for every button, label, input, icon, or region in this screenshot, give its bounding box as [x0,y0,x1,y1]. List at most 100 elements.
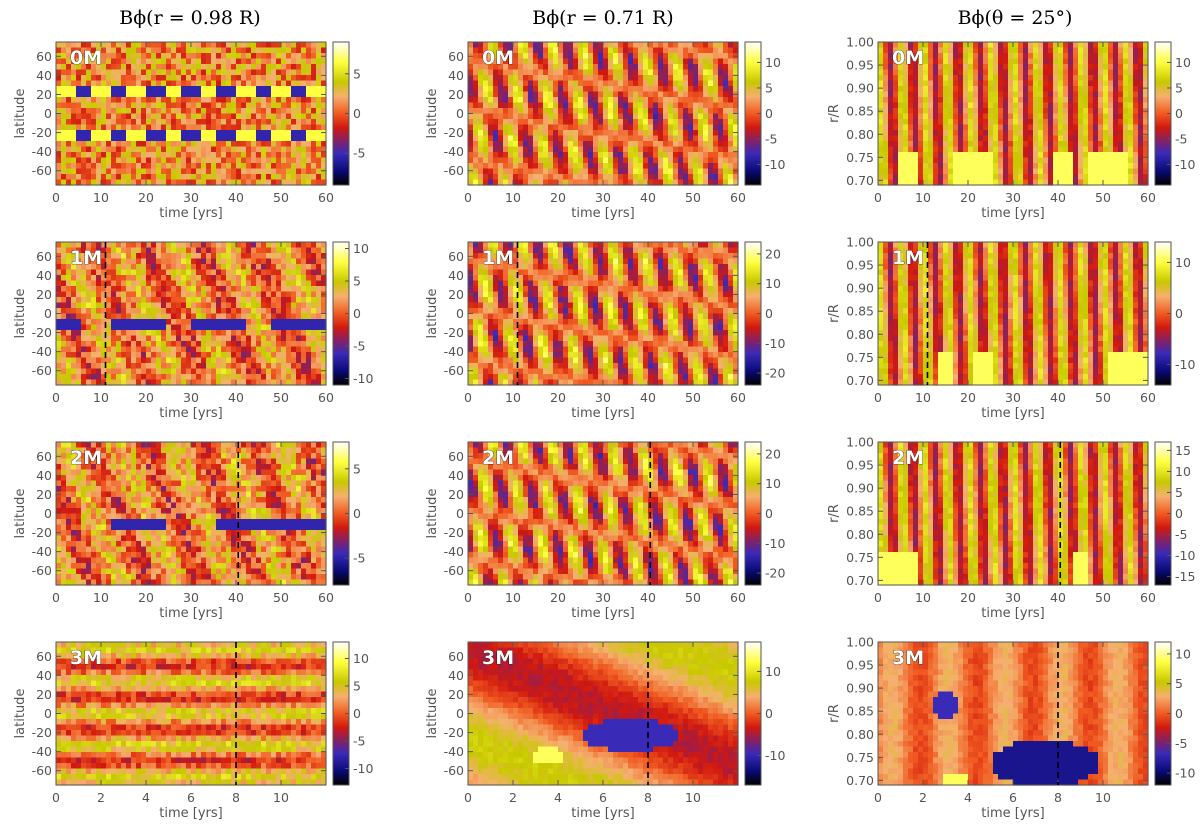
heatmap-cell [618,47,624,54]
heatmap-cell [728,179,734,186]
heatmap-cell [1113,174,1119,181]
heatmap-cell [206,163,212,170]
heatmap-cell [161,352,167,359]
heatmap-cell [271,42,277,49]
heatmap-cell [733,157,739,164]
heatmap-cell [488,86,494,93]
y-tick-label: 20 [36,87,52,102]
heatmap-cell [136,264,142,271]
heatmap-cell [963,119,969,126]
heatmap-cell [121,280,127,287]
heatmap-cell [211,91,217,98]
heatmap-cell [538,135,544,142]
heatmap-cell [588,102,594,109]
heatmap-cell [1033,75,1039,82]
heatmap-cell [116,352,122,359]
heatmap-cell [718,47,724,54]
heatmap-cell [698,75,704,82]
heatmap-cell [1083,163,1089,170]
heatmap-cell [468,102,474,109]
heatmap-cell [151,146,157,153]
heatmap-cell [923,141,929,148]
heatmap-cell [1098,86,1104,93]
heatmap-cell [211,86,217,93]
heatmap-cell [156,319,162,326]
heatmap-cell [663,80,669,87]
heatmap-cell [1078,168,1084,175]
heatmap-cell [513,69,519,76]
heatmap-cell [708,108,714,115]
heatmap-cell [573,157,579,164]
heatmap-cell [206,53,212,60]
heatmap-cell [216,157,222,164]
heatmap-cell [1078,97,1084,104]
heatmap-cell [1138,141,1144,148]
heatmap-cell [538,64,544,71]
heatmap-cell [121,80,127,87]
heatmap-cell [708,179,714,186]
heatmap-cell [296,135,302,142]
heatmap-cell [1118,152,1124,159]
heatmap-cell [483,75,489,82]
heatmap-cell [1008,174,1014,181]
heatmap-cell [673,53,679,60]
heatmap-cell [141,141,147,148]
heatmap-cell [196,69,202,76]
heatmap-cell [668,124,674,131]
heatmap-cell [241,135,247,142]
heatmap-cell [96,313,102,320]
heatmap-cell [226,42,232,49]
heatmap-cell [953,146,959,153]
heatmap-cell [136,119,142,126]
heatmap-cell [176,86,182,93]
heatmap-cell [116,324,122,331]
heatmap-cell [281,69,287,76]
heatmap-cell [533,152,539,159]
heatmap-cell [121,368,127,375]
heatmap-cell [256,80,262,87]
heatmap-cell [913,42,919,49]
heatmap-cell [558,146,564,153]
heatmap-cell [306,58,312,65]
heatmap-cell [1098,53,1104,60]
heatmap-cell [101,286,107,293]
heatmap-cell [1093,163,1099,170]
heatmap-cell [1118,80,1124,87]
heatmap-cell [518,47,524,54]
heatmap-cell [523,75,529,82]
heatmap-cell [548,97,554,104]
heatmap-cell [598,124,604,131]
heatmap-cell [1068,108,1074,115]
heatmap-cell [673,47,679,54]
heatmap-cell [146,297,152,304]
heatmap-cell [301,163,307,170]
heatmap-cell [688,58,694,65]
heatmap-cell [968,102,974,109]
heatmap-cell [603,102,609,109]
heatmap-cell [171,286,177,293]
heatmap-cell [998,47,1004,54]
heatmap-cell [1003,53,1009,60]
heatmap-cell [878,119,884,126]
heatmap-cell [898,168,904,175]
heatmap-cell [146,374,152,381]
heatmap-cell [1033,174,1039,181]
heatmap-cell [146,58,152,65]
heatmap-cell [231,75,237,82]
heatmap-cell [603,42,609,49]
heatmap-cell [231,119,237,126]
heatmap-cell [81,242,87,249]
heatmap-cell [271,124,277,131]
heatmap-cell [71,297,77,304]
heatmap-cell [593,53,599,60]
heatmap-cell [261,124,267,131]
heatmap-cell [81,86,87,93]
heatmap-cell [663,108,669,115]
heatmap-cell [943,168,949,175]
heatmap-cell [116,86,122,93]
heatmap-cell [286,42,292,49]
heatmap-cell [1053,130,1059,137]
heatmap-cell [116,146,122,153]
heatmap-cell [146,146,152,153]
heatmap-cell [1108,102,1114,109]
